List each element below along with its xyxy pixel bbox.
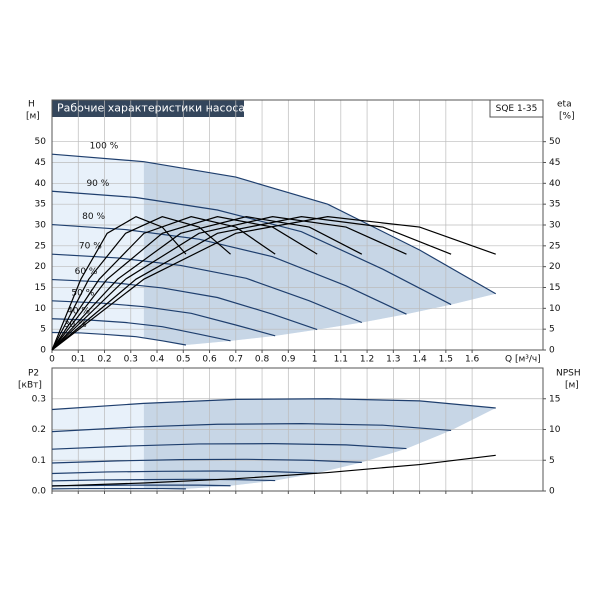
y2-tick-label: 10 — [549, 425, 561, 435]
y2-tick-label: 25 — [549, 241, 560, 251]
y-tick-label: 50 — [35, 137, 47, 147]
x-tick-label: 0.7 — [229, 355, 243, 365]
y-tick-label: 0.2 — [32, 425, 46, 435]
y-tick-label: 45 — [35, 158, 46, 168]
y-tick-label: 0.3 — [32, 394, 46, 404]
x-tick-label: 0.5 — [176, 355, 190, 365]
y2-tick-label: 0 — [549, 487, 555, 497]
y-tick-label: 0.1 — [32, 456, 46, 466]
y-unit: [м] — [26, 112, 40, 122]
y2-tick-label: 45 — [549, 158, 560, 168]
y2-unit: [м] — [565, 381, 579, 391]
x-tick-label: 0.6 — [202, 355, 217, 365]
x-tick-label: 1.2 — [360, 355, 374, 365]
x-tick-label: 1 — [312, 355, 318, 365]
x-tick-label: 1.5 — [439, 355, 453, 365]
y-tick-label: 5 — [40, 325, 46, 335]
y-tick-label: 40 — [35, 179, 47, 189]
curve-label: 100 % — [90, 142, 119, 152]
x-tick-label: 1.3 — [386, 355, 400, 365]
y-tick-label: 20 — [35, 262, 47, 272]
y2-tick-label: 30 — [549, 221, 561, 231]
x-tick-label: 0.4 — [150, 355, 165, 365]
curve-label: 80 % — [82, 212, 105, 222]
model: SQE 1-35 — [496, 104, 538, 114]
y2-tick-label: 15 — [549, 283, 560, 293]
y-tick-label: 25 — [35, 241, 46, 251]
curve-label: 90 % — [86, 179, 109, 189]
y2-tick-label: 10 — [549, 304, 561, 314]
y-tick-label: 10 — [35, 304, 47, 314]
x-tick-label: 0.2 — [97, 355, 111, 365]
x-tick-label: 1.4 — [412, 355, 427, 365]
y2-tick-label: 40 — [549, 179, 561, 189]
y-tick-label: 0.0 — [32, 487, 47, 497]
x-label: Q [м³/ч] — [505, 355, 541, 365]
y2-tick-label: 0 — [549, 346, 555, 356]
y-tick-label: 30 — [35, 221, 47, 231]
y2-tick-label: 5 — [549, 325, 555, 335]
y-tick-label: 0 — [40, 346, 46, 356]
y2-tick-label: 5 — [549, 456, 555, 466]
x-tick-label: 0.8 — [255, 355, 270, 365]
y-unit: [кВт] — [18, 381, 42, 391]
y2-label: eta — [557, 100, 572, 110]
curve-label: 70 % — [79, 242, 102, 252]
y2-tick-label: 35 — [549, 200, 560, 210]
x-tick-label: 0.3 — [124, 355, 138, 365]
x-tick-label: 0.1 — [71, 355, 85, 365]
y2-unit: [%] — [559, 112, 575, 122]
x-tick-label: 1.1 — [334, 355, 348, 365]
y-tick-label: 35 — [35, 200, 46, 210]
y2-tick-label: 20 — [549, 262, 561, 272]
y2-label: NPSH — [556, 369, 581, 379]
x-tick-label: 0.9 — [281, 355, 296, 365]
y2-tick-label: 50 — [549, 137, 561, 147]
x-tick-label: 0 — [49, 355, 55, 365]
y-label: H — [28, 100, 35, 110]
y-label: P2 — [28, 369, 39, 379]
title: Рабочие характеристики насоса — [57, 102, 245, 115]
y-tick-label: 15 — [35, 283, 46, 293]
x-tick-label: 1.6 — [465, 355, 480, 365]
y2-tick-label: 15 — [549, 394, 560, 404]
